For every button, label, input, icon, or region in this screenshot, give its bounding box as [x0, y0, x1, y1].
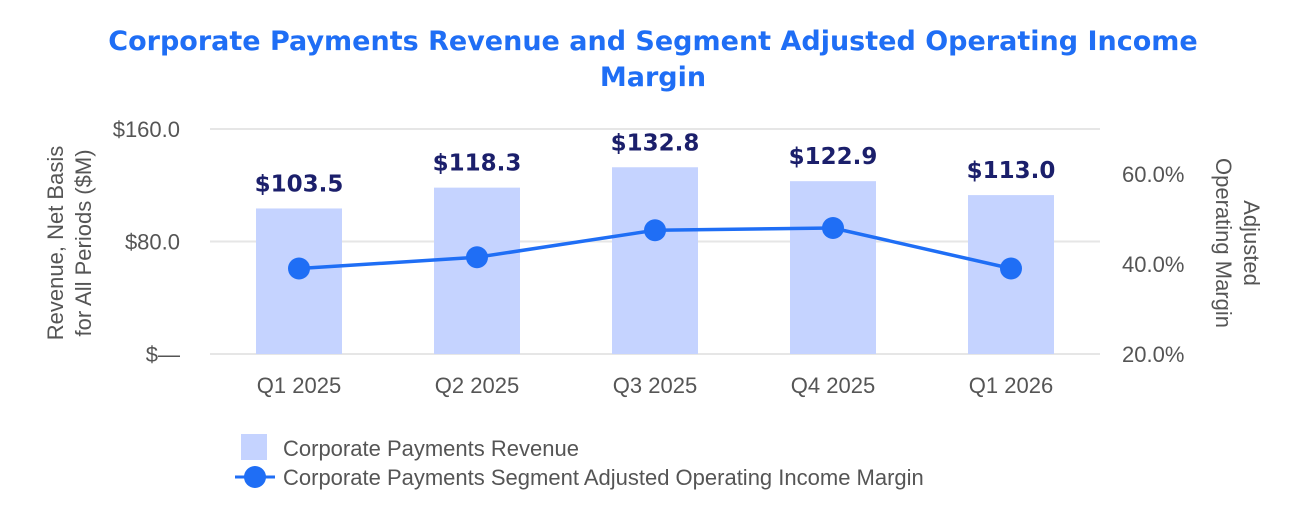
axis-ticks: $— $80.0 $160.0 20.0% 40.0% 60.0% Q1 2025 Q2 20… [113, 117, 1185, 398]
y2-tick-label: 40.0% [1122, 252, 1184, 277]
chart-title-line-1: Corporate Payments Revenue and Segment A… [108, 26, 1197, 57]
x-tick-label: Q1 2025 [257, 373, 341, 398]
y-tick-label: $— [146, 342, 180, 367]
y2-axis-label-line-2: Operating Margin [1211, 158, 1236, 328]
x-tick-label: Q2 2025 [435, 373, 519, 398]
legend-marker-margin [244, 466, 266, 488]
bar-data-label: $113.0 [967, 158, 1056, 184]
y-axis-label-line-1: Revenue, Net Basis [43, 146, 68, 340]
bar-data-label: $132.8 [611, 130, 700, 156]
y-tick-label: $160.0 [113, 117, 180, 142]
chart-title-line-2: Margin [600, 62, 706, 93]
margin-point [466, 246, 488, 269]
data-labels: $103.5 $118.3 $132.8 $122.9 $113.0 [255, 130, 1056, 197]
bar [256, 208, 342, 354]
y-axis-label-line-2: for All Periods ($M) [71, 149, 96, 336]
legend-label-margin: Corporate Payments Segment Adjusted Oper… [283, 465, 924, 490]
y2-tick-label: 60.0% [1122, 162, 1184, 187]
margin-point [822, 217, 844, 239]
y-tick-label: $80.0 [125, 230, 180, 255]
margin-point [1000, 257, 1022, 280]
legend-swatch-revenue [241, 434, 267, 460]
bar-data-label: $122.9 [789, 144, 878, 170]
x-tick-label: Q1 2026 [969, 373, 1053, 398]
x-tick-label: Q4 2025 [791, 373, 875, 398]
x-tick-label: Q3 2025 [613, 373, 697, 398]
margin-point [288, 257, 310, 280]
bar-data-label: $103.5 [255, 171, 344, 197]
bar-series [256, 167, 1054, 354]
legend-label-revenue: Corporate Payments Revenue [283, 436, 579, 461]
bar [434, 187, 520, 354]
y2-axis-label-line-1: Adjusted [1239, 200, 1264, 286]
legend: Corporate Payments Revenue Corporate Pay… [235, 434, 924, 490]
bar [612, 167, 698, 354]
y2-tick-label: 20.0% [1122, 342, 1184, 367]
line-series [288, 217, 1022, 280]
bar-data-label: $118.3 [433, 151, 522, 177]
bar [790, 181, 876, 354]
margin-point [644, 219, 666, 242]
